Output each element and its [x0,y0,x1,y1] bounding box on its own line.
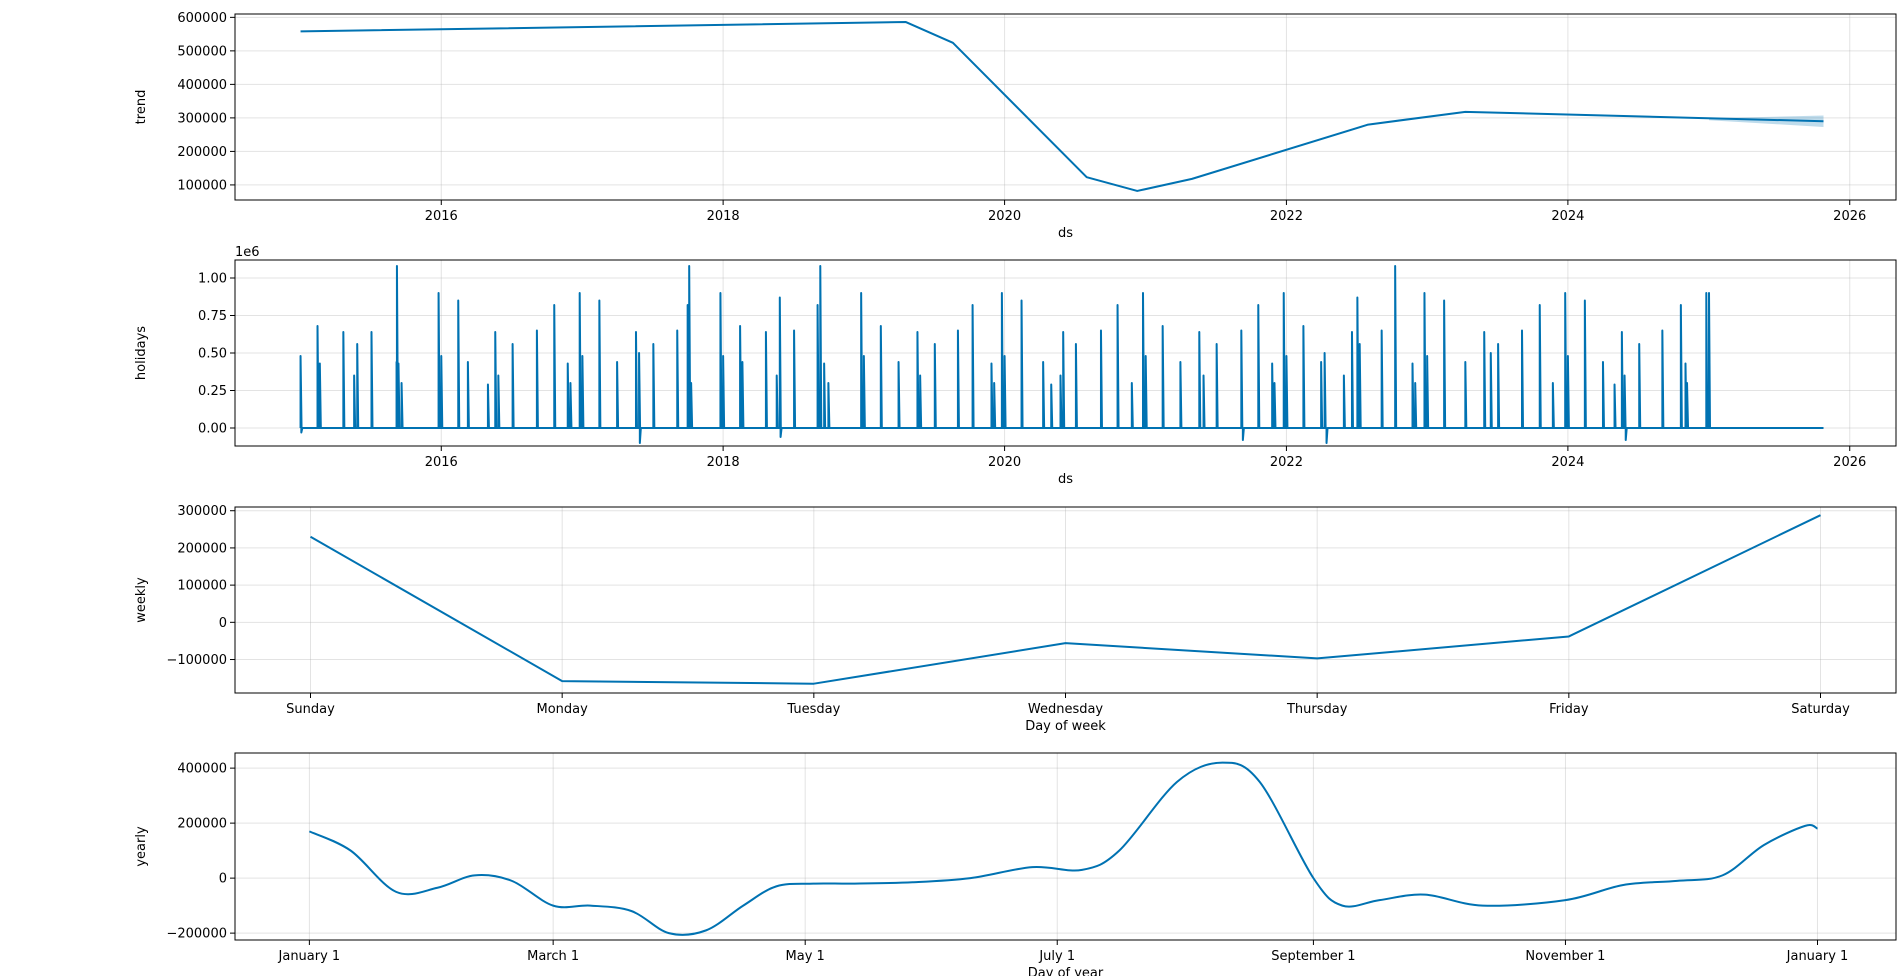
weekly-y-tick-label: 200000 [177,541,227,556]
holidays-y-axis-label: holidays [134,326,149,380]
trend-x-tick-label: 2016 [425,209,458,224]
trend-y-tick-label: 200000 [177,145,227,160]
trend-x-tick-label: 2020 [988,209,1021,224]
yearly-x-tick-label: January 1 [278,949,341,964]
weekly-x-tick-label: Sunday [286,702,335,717]
holidays-axes-frame [234,259,1897,447]
trend-y-tick-label: 500000 [177,44,227,59]
holidays-series-line [299,265,1824,444]
yearly-x-tick-label: November 1 [1525,949,1605,964]
holidays-y-tick-label: 1.00 [198,272,227,287]
weekly-x-axis-label: Day of week [1025,719,1106,734]
trend-plot-area [300,21,1824,192]
weekly-x-tick-label: Tuesday [786,702,840,717]
weekly-x-tick-label: Saturday [1791,702,1850,717]
yearly-y-axis-label: yearly [134,826,149,867]
trend-series-line [300,21,1824,192]
yearly-y-tick-label: 400000 [177,762,227,777]
trend-axes-frame [234,13,1897,201]
holidays-y-tick-label: 0.50 [198,347,227,362]
trend-x-tick-label: 2024 [1551,209,1584,224]
trend-x-axis-label: ds [1058,226,1073,241]
holidays-x-axis-label: ds [1058,472,1073,487]
weekly-axes-frame [234,506,1897,694]
weekly-plot-area [310,514,1821,685]
weekly-x-tick-label: Thursday [1286,702,1348,717]
holidays-x-tick-label: 2022 [1270,455,1303,470]
holidays-y-tick-label: 0.75 [198,309,227,324]
weekly-y-tick-label: 100000 [177,579,227,594]
holidays-plot-area [299,265,1824,444]
weekly-panel: Sunday Monday Tuesday Wednesday Thursday Frid… [134,504,1897,734]
holidays-x-tick-label: 2018 [707,455,740,470]
weekly-y-tick-label: 300000 [177,504,227,519]
yearly-y-tick-label: −200000 [166,927,227,942]
weekly-series-line [310,514,1821,685]
yearly-y-tick-label: 200000 [177,817,227,832]
yearly-x-tick-label: September 1 [1271,949,1355,964]
trend-y-tick-label: 400000 [177,78,227,93]
trend-x-tick-label: 2018 [707,209,740,224]
trend-y-tick-label: 100000 [177,178,227,193]
holidays-x-tick-label: 2026 [1833,455,1866,470]
trend-y-tick-label: 300000 [177,111,227,126]
yearly-y-tick-label: 0 [219,872,227,887]
weekly-y-axis-label: weekly [134,577,149,623]
trend-panel: 2016 2018 2020 2022 2024 2026 100000 200000 3000… [134,11,1897,241]
holidays-y-tick-label: 0.25 [198,384,227,399]
weekly-x-tick-label: Monday [537,702,589,717]
yearly-plot-area [308,761,1818,936]
weekly-y-tick-label: 0 [219,616,227,631]
yearly-x-axis-label: Day of year [1028,966,1104,976]
yearly-x-tick-label: January 1 [1786,949,1849,964]
trend-y-axis-label: trend [134,90,149,125]
yearly-x-tick-label: March 1 [527,949,579,964]
holidays-x-tick-label: 2016 [425,455,458,470]
weekly-x-tick-label: Wednesday [1028,702,1104,717]
trend-x-tick-label: 2022 [1270,209,1303,224]
weekly-y-tick-label: −100000 [166,653,227,668]
yearly-x-tick-label: July 1 [1038,949,1075,964]
holidays-panel: 2016 2018 2020 2022 2024 2026 0.00 0.25 0.50 0.75… [134,245,1897,487]
yearly-axes-frame [234,752,1897,941]
holidays-x-tick-label: 2020 [988,455,1021,470]
trend-x-tick-label: 2026 [1833,209,1866,224]
trend-y-tick-label: 600000 [177,11,227,26]
holidays-offset-label: 1e6 [235,245,260,260]
yearly-x-tick-label: May 1 [786,949,825,964]
yearly-series-line [308,761,1818,936]
holidays-x-tick-label: 2024 [1551,455,1584,470]
yearly-panel: January 1 March 1 May 1 July 1 September 1 No… [134,752,1897,976]
holidays-y-tick-label: 0.00 [198,422,227,437]
weekly-x-tick-label: Friday [1549,702,1589,717]
